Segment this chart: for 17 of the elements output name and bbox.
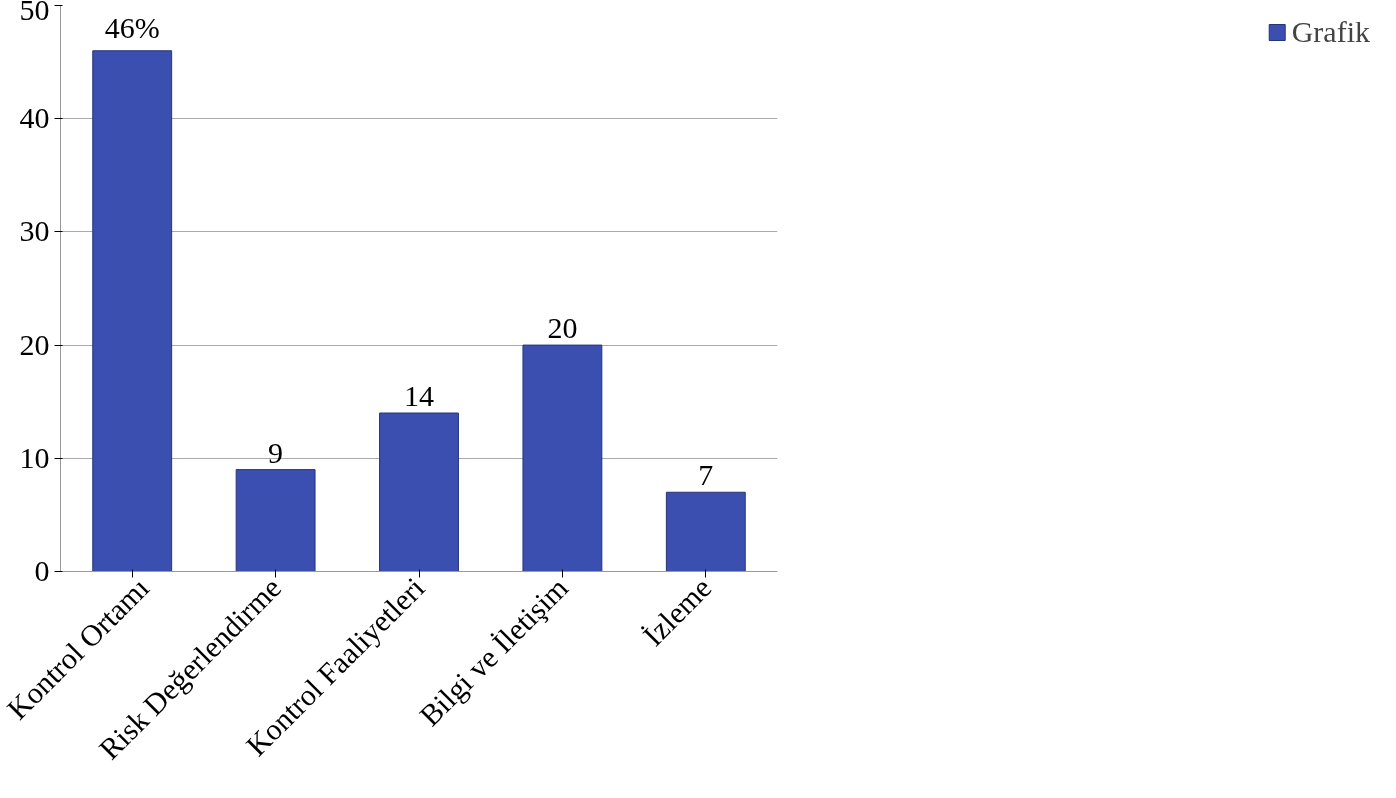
y-tick-label: 50	[19, 0, 50, 26]
y-tick-label: 30	[19, 214, 50, 248]
bar	[522, 344, 603, 572]
y-tick-label: 40	[19, 101, 50, 135]
bar	[665, 491, 746, 572]
y-tick-label: 10	[19, 440, 50, 474]
data-label: 9	[268, 435, 284, 469]
y-tick-label: 20	[19, 327, 50, 361]
data-label: 20	[547, 311, 578, 345]
data-label: 7	[698, 458, 714, 492]
y-tick-label: 0	[34, 554, 50, 587]
data-label: 14	[404, 379, 434, 413]
bar	[92, 50, 173, 572]
data-label: 46%	[104, 10, 160, 44]
bar	[235, 469, 316, 572]
bar	[379, 412, 459, 572]
legend-label: Grafik	[1291, 15, 1370, 49]
